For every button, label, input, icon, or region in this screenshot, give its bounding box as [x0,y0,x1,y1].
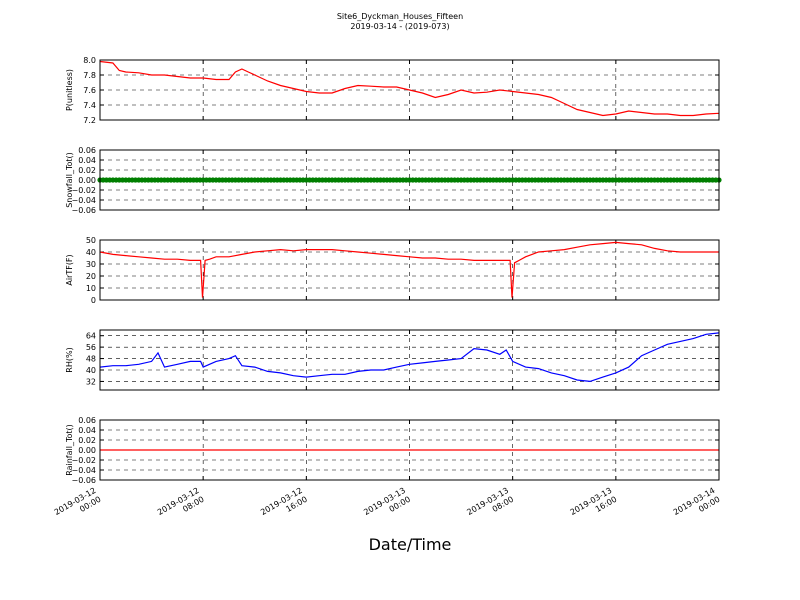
y-tick-label: 20 [86,272,96,281]
y-tick-label: 32 [86,377,96,386]
y-tick-label: 7.2 [83,116,96,125]
panel-3: 32 40 48 56 64 RH(%) [65,329,720,391]
y-tick-label: 0.06 [78,146,96,155]
y-tick-label: 64 [86,332,96,341]
y-tick-label: 0.06 [78,416,96,425]
panel-1: −0.06−0.04−0.020.000.020.040.06 Snowfall_… [65,146,722,215]
panel-4: −0.06−0.04−0.020.000.020.040.06 Rainfall_… [65,416,720,485]
axes-frame [99,419,720,481]
y-tick-label: −0.04 [71,196,96,205]
y-tick-label: 8.0 [83,56,96,65]
y-tick-label: −0.06 [71,206,96,215]
y-tick-label: −0.02 [71,456,96,465]
y-tick-label: −0.04 [71,466,96,475]
series-line [99,60,720,117]
y-tick-label: 10 [86,284,96,293]
y-tick-label: 48 [86,355,96,364]
x-axis-label: Date/Time [369,535,452,554]
chart-title: Site6_Dyckman_Houses_Fifteen [337,12,463,21]
y-tick-label: −0.02 [71,186,96,195]
y-tick-label: 7.4 [83,101,96,110]
y-tick-label: 0.02 [78,166,96,175]
y-tick-label: 7.8 [83,71,96,80]
y-tick-label: 0.04 [78,156,96,165]
chart-subtitle: 2019-03-14 - (2019-073) [350,22,449,31]
y-tick-label: 0.00 [78,176,96,185]
panel-0: 7.2 7.4 7.6 7.8 8.0 P(unitless) [65,56,720,125]
series-line [99,241,719,298]
axes-frame [99,329,720,391]
series-line [99,332,720,383]
y-tick-label: 0.04 [78,426,96,435]
axes-frame [99,149,720,211]
y-tick-label: 0.02 [78,436,96,445]
y-tick-label: 30 [86,260,96,269]
axes-frame [99,239,720,301]
panels: 7.27.47.67.88.0P(unitless)−0.06−0.04−0.0… [65,56,722,485]
y-tick-label: 56 [86,343,96,352]
y-tick-label: 40 [86,248,96,257]
y-axis-label: P(unitless) [65,69,74,111]
y-axis-label: RH(%) [65,347,74,372]
y-axis-label: AirTF(F) [65,254,74,285]
panel-2: 0 10 20 30 40 50 AirTF(F) [65,236,720,305]
y-tick-label: −0.06 [71,476,96,485]
y-axis-label: Rainfall_Tot() [65,424,74,476]
y-tick-label: 40 [86,366,96,375]
axes-frame [99,59,720,121]
y-tick-label: 7.6 [83,86,96,95]
y-tick-label: 0 [91,296,96,305]
y-axis-label: Snowfall_Tot() [65,152,74,208]
y-tick-label: 50 [86,236,96,245]
y-tick-label: 0.00 [78,446,96,455]
